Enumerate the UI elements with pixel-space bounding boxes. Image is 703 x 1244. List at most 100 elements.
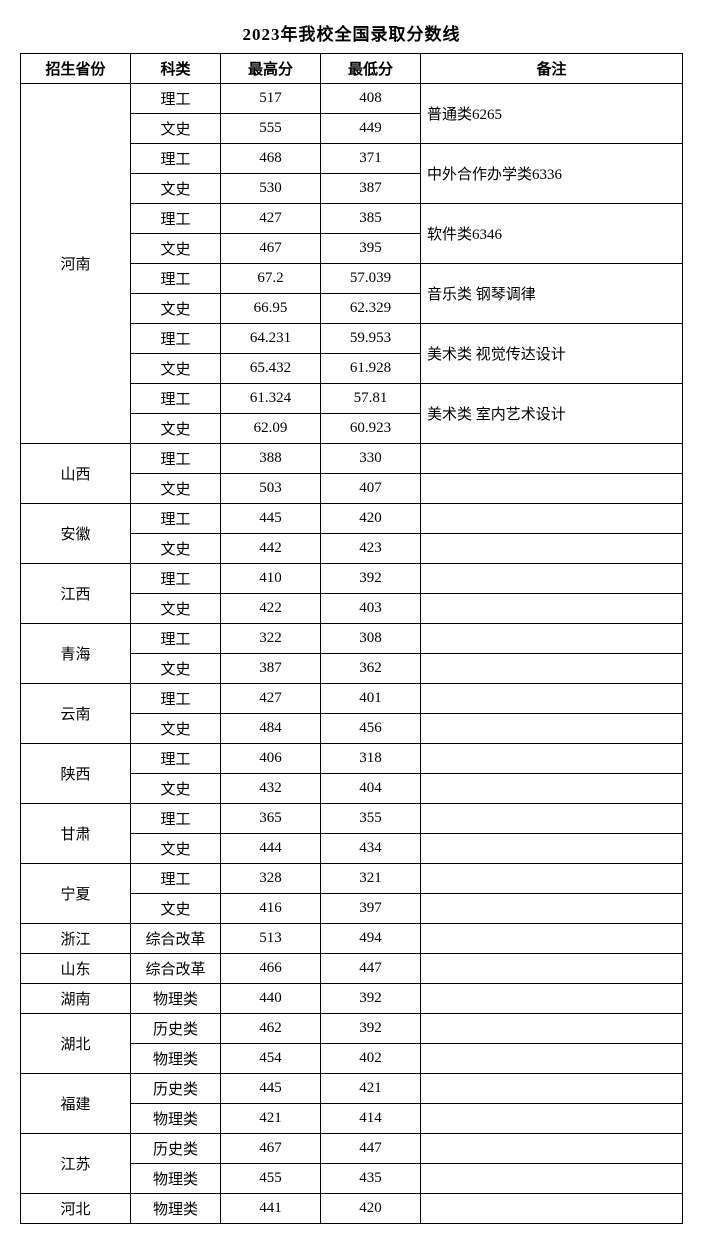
cell-province: 山西 <box>21 444 131 504</box>
cell-category: 理工 <box>131 324 221 354</box>
cell-high: 62.09 <box>221 414 321 444</box>
cell-province: 江西 <box>21 564 131 624</box>
cell-remark: 音乐类 钢琴调律 <box>421 264 683 324</box>
cell-category: 文史 <box>131 474 221 504</box>
cell-province: 河北 <box>21 1194 131 1224</box>
table-row: 福建历史类445421 <box>21 1074 683 1104</box>
cell-low: 414 <box>321 1104 421 1134</box>
cell-remark: 软件类6346 <box>421 204 683 264</box>
cell-high: 444 <box>221 834 321 864</box>
cell-high: 388 <box>221 444 321 474</box>
cell-low: 385 <box>321 204 421 234</box>
cell-high: 441 <box>221 1194 321 1224</box>
cell-category: 综合改革 <box>131 954 221 984</box>
cell-low: 330 <box>321 444 421 474</box>
cell-high: 64.231 <box>221 324 321 354</box>
cell-province: 陕西 <box>21 744 131 804</box>
cell-low: 449 <box>321 114 421 144</box>
cell-low: 392 <box>321 564 421 594</box>
cell-high: 427 <box>221 684 321 714</box>
cell-remark <box>421 804 683 834</box>
table-row: 浙江综合改革513494 <box>21 924 683 954</box>
cell-high: 466 <box>221 954 321 984</box>
cell-high: 467 <box>221 1134 321 1164</box>
cell-province: 青海 <box>21 624 131 684</box>
cell-low: 434 <box>321 834 421 864</box>
cell-category: 文史 <box>131 174 221 204</box>
cell-low: 387 <box>321 174 421 204</box>
cell-high: 66.95 <box>221 294 321 324</box>
cell-low: 408 <box>321 84 421 114</box>
cell-category: 理工 <box>131 564 221 594</box>
cell-low: 371 <box>321 144 421 174</box>
cell-remark <box>421 924 683 954</box>
cell-high: 65.432 <box>221 354 321 384</box>
cell-category: 物理类 <box>131 1164 221 1194</box>
cell-low: 308 <box>321 624 421 654</box>
cell-category: 理工 <box>131 384 221 414</box>
cell-low: 59.953 <box>321 324 421 354</box>
cell-remark <box>421 1164 683 1194</box>
cell-high: 484 <box>221 714 321 744</box>
cell-high: 427 <box>221 204 321 234</box>
table-row: 山东综合改革466447 <box>21 954 683 984</box>
cell-category: 理工 <box>131 444 221 474</box>
cell-province: 宁夏 <box>21 864 131 924</box>
cell-remark <box>421 954 683 984</box>
cell-remark <box>421 1134 683 1164</box>
cell-province: 山东 <box>21 954 131 984</box>
cell-high: 422 <box>221 594 321 624</box>
cell-high: 416 <box>221 894 321 924</box>
table-row: 河北物理类441420 <box>21 1194 683 1224</box>
cell-low: 421 <box>321 1074 421 1104</box>
table-row: 山西理工388330 <box>21 444 683 474</box>
table-row: 陕西理工406318 <box>21 744 683 774</box>
cell-remark <box>421 714 683 744</box>
cell-remark <box>421 654 683 684</box>
table-row: 湖南物理类440392 <box>21 984 683 1014</box>
cell-low: 392 <box>321 984 421 1014</box>
cell-category: 理工 <box>131 204 221 234</box>
cell-low: 355 <box>321 804 421 834</box>
cell-high: 440 <box>221 984 321 1014</box>
cell-low: 395 <box>321 234 421 264</box>
cell-remark <box>421 894 683 924</box>
cell-category: 理工 <box>131 84 221 114</box>
cell-high: 517 <box>221 84 321 114</box>
cell-remark <box>421 864 683 894</box>
cell-low: 318 <box>321 744 421 774</box>
cell-remark: 中外合作办学类6336 <box>421 144 683 204</box>
table-row: 安徽理工445420 <box>21 504 683 534</box>
cell-remark <box>421 1104 683 1134</box>
cell-category: 物理类 <box>131 1104 221 1134</box>
cell-high: 410 <box>221 564 321 594</box>
cell-high: 432 <box>221 774 321 804</box>
table-row: 宁夏理工328321 <box>21 864 683 894</box>
cell-province: 甘肃 <box>21 804 131 864</box>
cell-category: 理工 <box>131 624 221 654</box>
table-row: 湖北历史类462392 <box>21 1014 683 1044</box>
cell-category: 文史 <box>131 114 221 144</box>
table-row: 河南理工517408普通类6265 <box>21 84 683 114</box>
cell-category: 理工 <box>131 864 221 894</box>
cell-category: 物理类 <box>131 1044 221 1074</box>
cell-high: 467 <box>221 234 321 264</box>
table-body: 河南理工517408普通类6265文史555449理工468371中外合作办学类… <box>21 84 683 1224</box>
cell-remark <box>421 594 683 624</box>
cell-low: 321 <box>321 864 421 894</box>
cell-low: 402 <box>321 1044 421 1074</box>
cell-low: 60.923 <box>321 414 421 444</box>
cell-category: 文史 <box>131 234 221 264</box>
cell-high: 421 <box>221 1104 321 1134</box>
table-row: 甘肃理工365355 <box>21 804 683 834</box>
cell-province: 湖南 <box>21 984 131 1014</box>
cell-high: 365 <box>221 804 321 834</box>
cell-low: 423 <box>321 534 421 564</box>
cell-province: 浙江 <box>21 924 131 954</box>
cell-category: 文史 <box>131 534 221 564</box>
cell-remark <box>421 564 683 594</box>
cell-remark <box>421 834 683 864</box>
cell-low: 494 <box>321 924 421 954</box>
cell-remark <box>421 744 683 774</box>
cell-low: 407 <box>321 474 421 504</box>
